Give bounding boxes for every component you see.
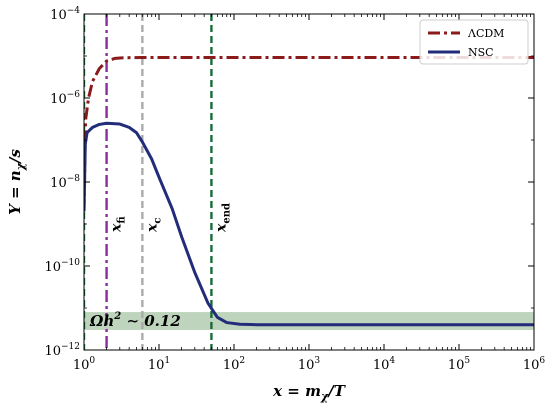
y-tick-label-2: 10−8	[50, 174, 80, 191]
y-tick-label-3: 10−6	[50, 90, 80, 107]
legend: ΛCDM NSC	[419, 19, 529, 65]
vline-label-1: xfi	[109, 216, 128, 233]
legend-label-0: ΛCDM	[467, 27, 504, 40]
x-tick-label-2: 102	[223, 356, 245, 373]
legend-label-1: NSC	[468, 46, 494, 59]
band-label: Ωh2 ∼ 0.12	[89, 311, 181, 330]
y-axis-title: Y = nχ/s	[6, 149, 27, 215]
y-tick-label-4: 10−4	[50, 6, 80, 23]
x-axis-title: x = mχ/T	[272, 382, 347, 403]
x-tick-label-6: 106	[523, 356, 546, 373]
annotations-layer: xfi xc xend Ωh2 ∼ 0.12	[89, 203, 232, 330]
x-tick-label-5: 105	[448, 356, 471, 373]
vline-label-3: xend	[213, 203, 232, 233]
series-line-0	[84, 56, 534, 212]
x-tick-label-3: 103	[298, 356, 321, 373]
series-layer	[84, 56, 534, 327]
x-tick-label-1: 101	[148, 356, 170, 373]
axes-layer: 100 101 102 103 104 105 106 10−12 10−10 10−8 10−6 1…	[44, 6, 545, 373]
vline-label-2: xc	[144, 218, 163, 233]
series-line-1	[84, 121, 534, 327]
x-tick-label-4: 104	[373, 356, 396, 373]
x-tick-label-0: 100	[73, 356, 96, 373]
vertical-lines-layer	[84, 14, 213, 350]
y-tick-label-0: 10−12	[44, 342, 80, 359]
y-tick-label-1: 10−10	[44, 258, 80, 275]
